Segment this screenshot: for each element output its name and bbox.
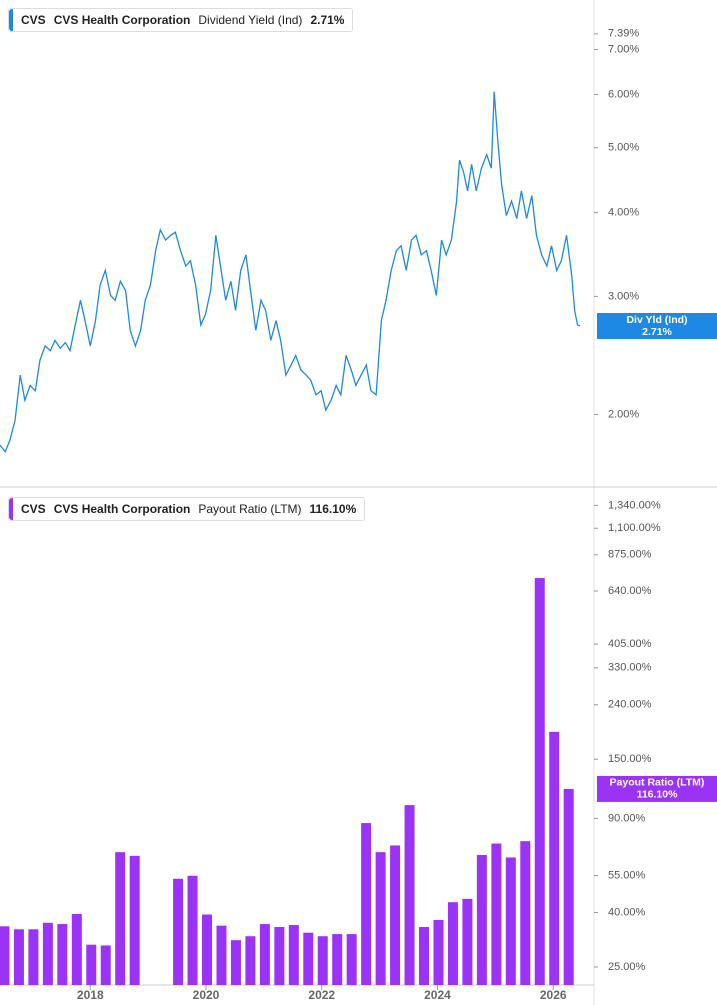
y-tick-label: 330.00% [608, 662, 652, 674]
y-tick-label: 7.39% [608, 28, 639, 40]
bar [505, 857, 516, 985]
bar [86, 944, 97, 985]
y-tick-label: 6.00% [608, 88, 639, 100]
bar [361, 823, 372, 985]
bar [520, 841, 531, 985]
badge-label: Payout Ratio (LTM) [610, 777, 705, 789]
bar [332, 934, 343, 985]
y-tick-label: 7.00% [608, 44, 639, 56]
bar [13, 929, 24, 985]
series-name: Payout Ratio (LTM) [198, 502, 302, 516]
bar [115, 852, 126, 985]
bar [129, 855, 140, 985]
bar [476, 854, 487, 985]
badge-label: Div Yld (Ind) [626, 314, 687, 326]
symbol: CVS [21, 13, 46, 27]
bar [230, 940, 241, 985]
bar [57, 924, 68, 985]
y-tick-label: 90.00% [608, 812, 646, 824]
bar [187, 875, 198, 985]
last-value: 116.10% [309, 502, 357, 516]
bar [419, 926, 430, 985]
bar [491, 843, 502, 985]
bar [317, 936, 328, 985]
y-tick-label: 5.00% [608, 142, 639, 154]
y-tick-label: 875.00% [608, 549, 652, 561]
bar [100, 945, 111, 985]
x-tick-label: 2024 [424, 988, 451, 1002]
y-tick-label: 640.00% [608, 585, 652, 597]
x-tick-label: 2022 [308, 988, 335, 1002]
bar [274, 926, 285, 985]
bar [404, 805, 415, 985]
line [0, 91, 581, 454]
bar [390, 845, 401, 985]
bar [216, 925, 227, 985]
bar [534, 578, 545, 985]
y-tick-label: 25.00% [608, 961, 646, 973]
legend-accent [9, 498, 13, 520]
y-tick-label: 1,340.00% [608, 499, 661, 511]
y-tick-label: 1,100.00% [608, 522, 661, 534]
company: CVS Health Corporation [53, 13, 191, 27]
y-tick-label: 4.00% [608, 207, 639, 219]
bar [245, 936, 256, 985]
y-tick-label: 150.00% [608, 753, 652, 765]
value-badge [597, 775, 717, 802]
last-value: 2.71% [310, 13, 345, 27]
y-tick-label: 55.00% [608, 869, 646, 881]
bar [173, 878, 184, 985]
x-tick-label: 2018 [77, 988, 104, 1002]
x-tick-label: 2026 [540, 988, 567, 1002]
bar [375, 852, 386, 985]
badge-value: 2.71% [642, 326, 672, 338]
y-tick-label: 2.00% [608, 408, 639, 420]
legend-accent [9, 9, 13, 31]
series-name: Dividend Yield (Ind) [198, 13, 303, 27]
y-tick-label: 240.00% [608, 699, 652, 711]
value-badge [597, 313, 717, 340]
bar [462, 898, 473, 985]
bar [549, 731, 560, 985]
bar [42, 922, 53, 985]
y-tick-label: 405.00% [608, 638, 652, 650]
bar [0, 926, 10, 985]
symbol: CVS [21, 502, 46, 516]
bar [303, 932, 314, 985]
x-tick-label: 2020 [193, 988, 220, 1002]
bar [202, 914, 213, 985]
bar [259, 924, 270, 985]
bar [28, 929, 39, 985]
y-tick-label: 40.00% [608, 906, 646, 918]
bar [563, 788, 574, 985]
bar [447, 902, 458, 985]
badge-value: 116.10% [637, 789, 679, 801]
bar [71, 913, 82, 985]
bar [346, 934, 357, 985]
legend: CVS CVS Health Corporation Dividend Yiel… [8, 8, 354, 32]
y-tick-label: 3.00% [608, 290, 639, 302]
bar [433, 919, 444, 985]
legend: CVS CVS Health Corporation Payout Ratio … [8, 497, 366, 521]
bar [288, 925, 299, 985]
company: CVS Health Corporation [53, 502, 191, 516]
